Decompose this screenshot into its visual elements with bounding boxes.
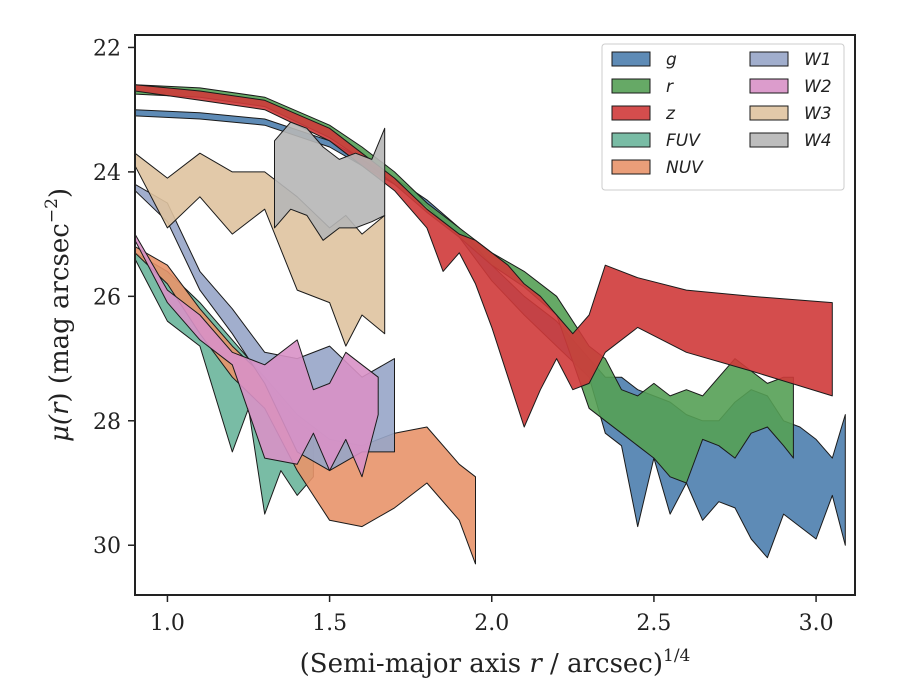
series-band-w3 [135, 152, 386, 347]
legend-label-nuv: NUV [666, 158, 704, 178]
legend-swatch-w4 [749, 132, 789, 148]
x-axis-label: (Semi-major axis r / arcsec)1/4 [300, 646, 691, 679]
legend-swatch-r [611, 78, 651, 94]
legend-swatch-fuv [611, 132, 651, 148]
x-tick-label: 2.0 [474, 611, 509, 636]
legend-swatch-z [611, 105, 651, 121]
y-axis-label: μ(r) (mag arcsec−2) [42, 188, 75, 442]
plot-frame [134, 34, 856, 596]
legend-swatch-nuv [611, 159, 651, 175]
x-tick-label: 2.5 [636, 611, 671, 636]
legend-label-w2: W2 [804, 77, 832, 97]
series-band-z [135, 84, 833, 428]
y-tick-label: 26 [93, 285, 121, 310]
legend-label-fuv: FUV [666, 131, 701, 151]
y-tick-label: 24 [93, 161, 121, 186]
legend-swatch-g [611, 51, 651, 67]
legend-label-w4: W4 [804, 131, 832, 151]
legend-label-r: r [666, 77, 674, 97]
series-layer [135, 84, 846, 565]
x-tick-label: 1.5 [312, 611, 347, 636]
legend: grz FUV NUV W1 W2 W3 W4 [601, 43, 845, 191]
legend-label-w1: W1 [804, 50, 832, 70]
legend-label-z: z [665, 104, 676, 124]
legend-swatch-w1 [749, 51, 789, 67]
y-tick-label: 30 [93, 534, 121, 559]
series-band-w4 [274, 121, 386, 241]
x-tick-label: 3.0 [799, 611, 834, 636]
legend-swatch-w2 [749, 78, 789, 94]
legend-label-g: g [666, 50, 677, 70]
ticks-layer: 1.0 1.5 2.0 2.5 3.0 22 24 26 28 30 [93, 36, 834, 636]
series-band-w2 [135, 233, 379, 478]
legend-label-w3: W3 [804, 104, 832, 124]
y-tick-label: 22 [93, 36, 121, 61]
x-tick-label: 1.0 [150, 611, 185, 636]
y-tick-label: 28 [93, 410, 121, 435]
legend-swatch-w3 [749, 105, 789, 121]
